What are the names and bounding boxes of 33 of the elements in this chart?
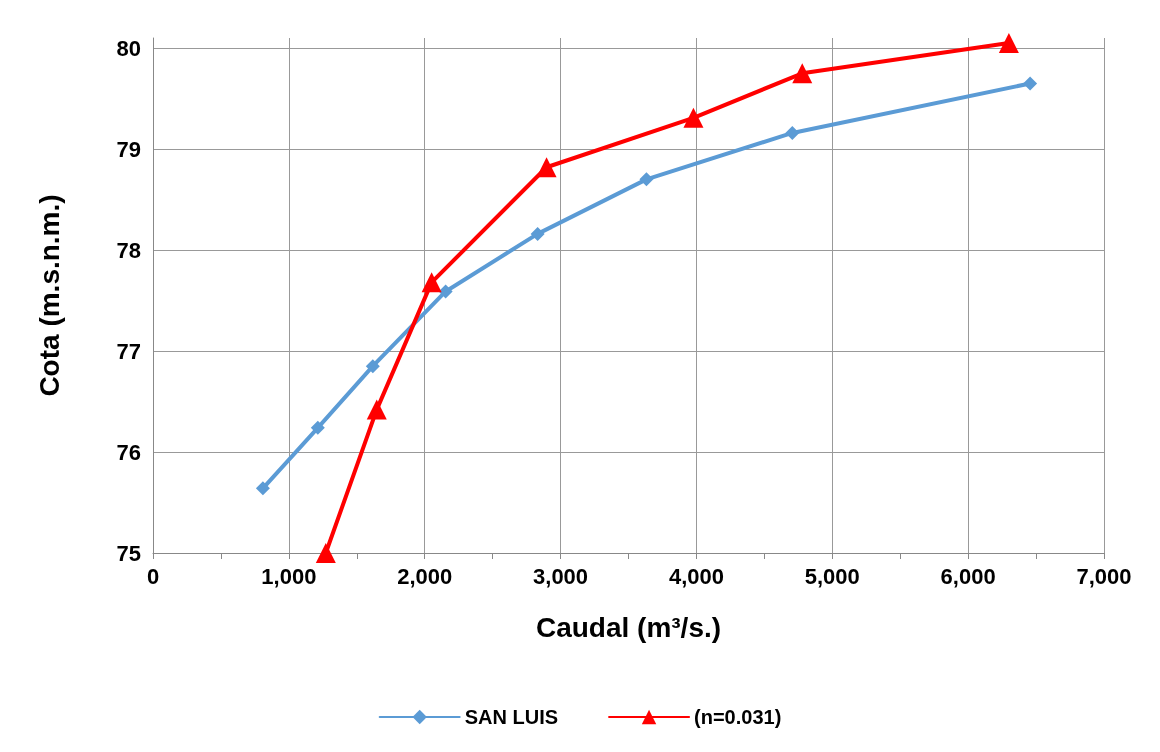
x-axis-title: Caudal (m³/s.) [535, 611, 722, 643]
x-tick-label: 4,000 [668, 563, 724, 589]
point [530, 226, 545, 241]
point [365, 359, 380, 374]
point [683, 107, 704, 128]
point [255, 481, 270, 496]
x-tick-label: 5,000 [804, 563, 860, 589]
y-tick-label: 75 [116, 540, 141, 566]
y-tick-label: 80 [116, 35, 141, 61]
x-tick-label: 6,000 [940, 563, 996, 589]
x-tick-label: 0 [146, 563, 160, 589]
x-tick-label: 7,000 [1076, 563, 1132, 589]
point [792, 63, 813, 84]
point [421, 272, 442, 293]
legend-label: SAN LUIS [464, 706, 559, 728]
point [366, 399, 387, 420]
point [639, 172, 654, 187]
x-tick-label: 2,000 [397, 563, 453, 589]
point [536, 157, 557, 178]
y-tick-label: 77 [116, 338, 141, 364]
point [785, 125, 800, 140]
y-tick-label: 79 [116, 136, 141, 162]
point [315, 543, 336, 563]
point [1023, 76, 1038, 91]
point [310, 420, 325, 435]
y-axis-title: Cota (m.s.n.m.) [33, 194, 65, 397]
x-tick-label: 1,000 [261, 563, 317, 589]
y-tick-label: 76 [116, 439, 141, 465]
x-tick-label: 3,000 [533, 563, 589, 589]
legend-label: (n=0.031) [694, 706, 782, 728]
point [438, 284, 453, 299]
y-tick-label: 78 [116, 237, 141, 263]
point [998, 33, 1019, 54]
